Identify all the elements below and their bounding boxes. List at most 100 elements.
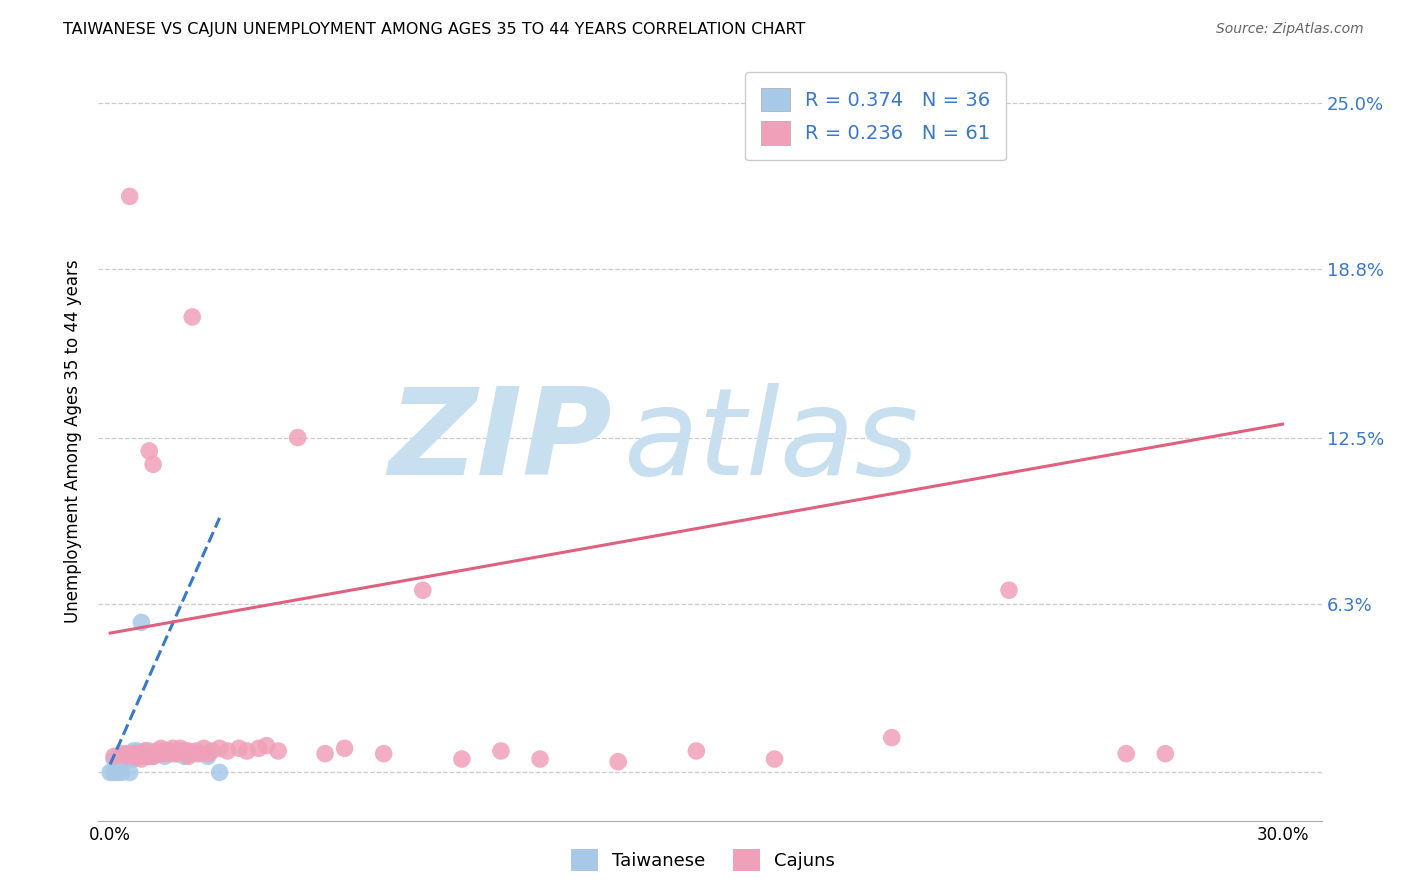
- Point: [149, 747, 172, 761]
- Point: [169, 741, 191, 756]
- Point: [138, 749, 160, 764]
- Point: [287, 430, 309, 444]
- Legend: Taiwanese, Cajuns: Taiwanese, Cajuns: [564, 842, 842, 879]
- Point: [122, 749, 145, 764]
- Point: [153, 747, 176, 761]
- Point: [201, 744, 224, 758]
- Legend: R = 0.374   N = 36, R = 0.236   N = 61: R = 0.374 N = 36, R = 0.236 N = 61: [745, 72, 1007, 161]
- Point: [607, 755, 630, 769]
- Point: [162, 741, 184, 756]
- Point: [146, 747, 169, 761]
- Point: [197, 747, 219, 761]
- Point: [131, 752, 153, 766]
- Point: [134, 747, 156, 761]
- Point: [412, 583, 434, 598]
- Point: [529, 752, 551, 766]
- Point: [138, 744, 160, 758]
- Point: [763, 752, 786, 766]
- Point: [142, 458, 165, 472]
- Point: [166, 747, 188, 761]
- Point: [880, 731, 903, 745]
- Point: [184, 744, 207, 758]
- Point: [111, 747, 134, 761]
- Point: [122, 749, 145, 764]
- Point: [118, 747, 141, 761]
- Point: [247, 741, 270, 756]
- Point: [122, 752, 145, 766]
- Point: [373, 747, 395, 761]
- Point: [103, 752, 125, 766]
- Point: [134, 744, 156, 758]
- Point: [267, 744, 290, 758]
- Point: [118, 189, 141, 203]
- Point: [111, 749, 134, 764]
- Point: [169, 744, 191, 758]
- Point: [333, 741, 356, 756]
- Point: [177, 744, 200, 758]
- Point: [149, 741, 172, 756]
- Point: [138, 747, 160, 761]
- Point: [111, 752, 134, 766]
- Point: [118, 752, 141, 766]
- Point: [166, 747, 188, 761]
- Point: [114, 747, 136, 761]
- Point: [127, 744, 149, 758]
- Point: [1154, 747, 1177, 761]
- Point: [162, 747, 184, 761]
- Text: TAIWANESE VS CAJUN UNEMPLOYMENT AMONG AGES 35 TO 44 YEARS CORRELATION CHART: TAIWANESE VS CAJUN UNEMPLOYMENT AMONG AG…: [63, 22, 806, 37]
- Point: [256, 739, 278, 753]
- Point: [188, 747, 211, 761]
- Point: [157, 747, 180, 761]
- Point: [107, 765, 129, 780]
- Point: [114, 752, 136, 766]
- Point: [142, 749, 165, 764]
- Point: [685, 744, 707, 758]
- Point: [208, 765, 231, 780]
- Point: [181, 310, 204, 324]
- Point: [236, 744, 259, 758]
- Point: [122, 744, 145, 758]
- Point: [193, 741, 215, 756]
- Point: [134, 749, 156, 764]
- Point: [217, 744, 239, 758]
- Point: [134, 744, 156, 758]
- Point: [131, 615, 153, 630]
- Text: atlas: atlas: [624, 383, 920, 500]
- Point: [107, 749, 129, 764]
- Point: [157, 744, 180, 758]
- Point: [998, 583, 1021, 598]
- Point: [173, 749, 195, 764]
- Point: [228, 741, 250, 756]
- Point: [177, 749, 200, 764]
- Point: [450, 752, 472, 766]
- Point: [184, 747, 207, 761]
- Point: [1115, 747, 1137, 761]
- Point: [118, 765, 141, 780]
- Point: [173, 744, 195, 758]
- Point: [103, 765, 125, 780]
- Point: [131, 749, 153, 764]
- Text: Source: ZipAtlas.com: Source: ZipAtlas.com: [1216, 22, 1364, 37]
- Text: ZIP: ZIP: [388, 383, 612, 500]
- Point: [142, 747, 165, 761]
- Point: [98, 765, 121, 780]
- Point: [111, 765, 134, 780]
- Point: [131, 747, 153, 761]
- Point: [146, 747, 169, 761]
- Point: [314, 747, 336, 761]
- Point: [489, 744, 512, 758]
- Point: [177, 747, 200, 761]
- Point: [138, 749, 160, 764]
- Point: [127, 747, 149, 761]
- Point: [114, 749, 136, 764]
- Point: [157, 744, 180, 758]
- Point: [127, 749, 149, 764]
- Point: [118, 747, 141, 761]
- Point: [103, 749, 125, 764]
- Point: [146, 744, 169, 758]
- Point: [138, 444, 160, 458]
- Point: [142, 749, 165, 764]
- Point: [149, 747, 172, 761]
- Point: [153, 744, 176, 758]
- Point: [208, 741, 231, 756]
